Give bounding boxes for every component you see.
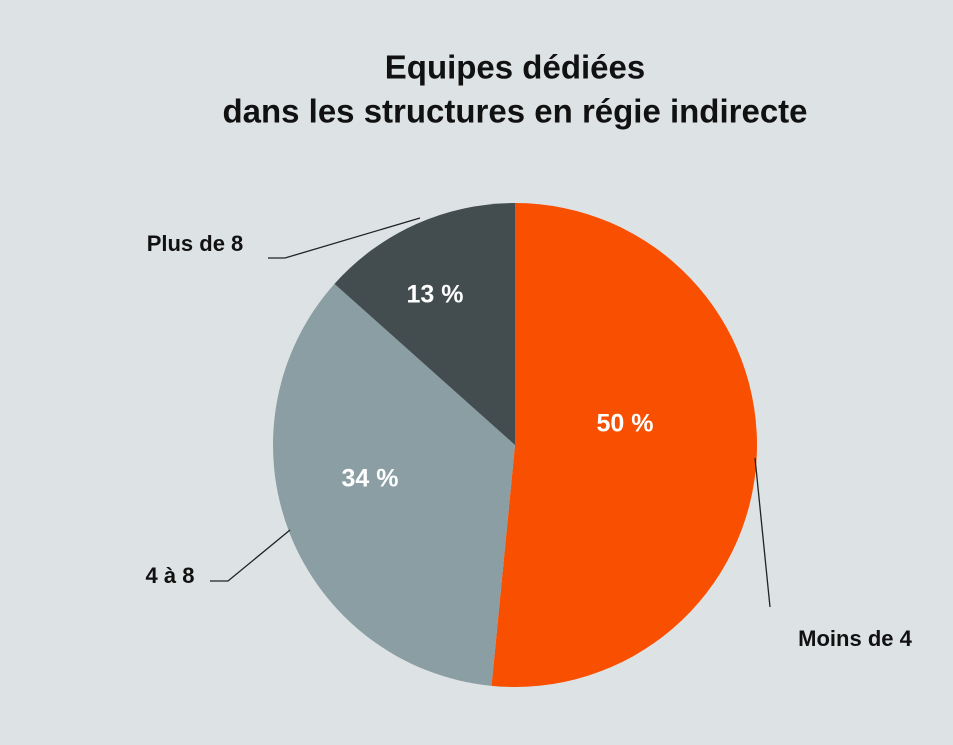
category-label: Moins de 4 [798,626,912,651]
pie-slice [334,203,515,445]
value-label: 13 % [407,281,464,309]
pie-slice [491,203,758,687]
category-label: Plus de 8 [147,231,244,256]
chart-title: Equipes dédiées [385,49,645,86]
pie-slice [273,283,515,686]
chart-title: dans les structures en régie indirecte [222,93,807,130]
leader-line [210,529,291,582]
leader-line [754,457,771,608]
category-label: 4 à 8 [146,563,195,588]
leader-line [268,217,421,259]
value-label: 50 % [597,410,654,438]
value-label: 34 % [342,465,399,493]
